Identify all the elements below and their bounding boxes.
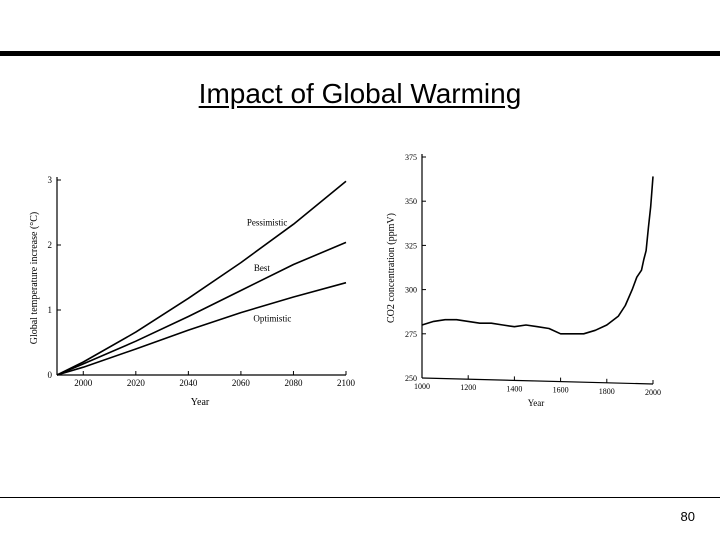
x-tick-label: 1000 [414,382,430,391]
slide-title-text: Impact of Global Warming [198,78,522,109]
y-tick-label: 0 [48,370,53,380]
x-tick-label: 2000 [645,388,661,397]
x-tick-label: 1200 [460,383,476,392]
chart1-xlabel: Year [191,397,210,408]
top-rule [0,51,720,56]
page-number: 80 [680,509,695,524]
x-tick-label: 2080 [284,378,303,388]
slide-title: Impact of Global Warming [0,78,720,110]
legend-label-pessimistic: Pessimistic [247,218,288,228]
y-tick-label: 275 [405,330,417,339]
y-tick-label: 2 [48,240,53,250]
bottom-rule [0,497,720,498]
x-tick-label: 2020 [127,378,146,388]
legend-label-optimistic: Optimistic [253,314,291,324]
y-tick-label: 1 [48,305,53,315]
y-tick-label: 350 [405,197,417,206]
x-tick-label: 2100 [337,378,356,388]
chart2-xlabel: Year [528,398,545,408]
x-tick-label: 1400 [506,384,522,393]
x-tick-label: 2060 [232,378,251,388]
y-tick-label: 3 [48,175,53,185]
chart1-ylabel: Global temperature increase (°C) [29,212,40,345]
y-tick-label: 375 [405,153,417,162]
series-line-optimistic [56,281,347,376]
x-axis [421,377,654,385]
y-tick-label: 325 [405,241,417,250]
chart2-ylabel: CO2 concentration (ppmV) [386,213,397,323]
x-tick-label: 2040 [179,378,198,388]
x-tick-label: 1600 [553,386,569,395]
co2-chart: CO2 concentration (ppmV) Year 250 275 300 3… [386,153,661,408]
series-line-best [56,241,347,376]
temperature-chart: Global temperature increase (°C) Year 0 1… [29,175,356,408]
y-tick-label: 250 [405,374,417,383]
x-tick-label: 2000 [74,378,93,388]
series-line-co2 [421,176,654,335]
legend-label-best: Best [254,263,271,273]
y-tick-label: 300 [405,286,417,295]
x-tick-label: 1800 [599,387,615,396]
series-line-pessimistic [56,180,347,376]
